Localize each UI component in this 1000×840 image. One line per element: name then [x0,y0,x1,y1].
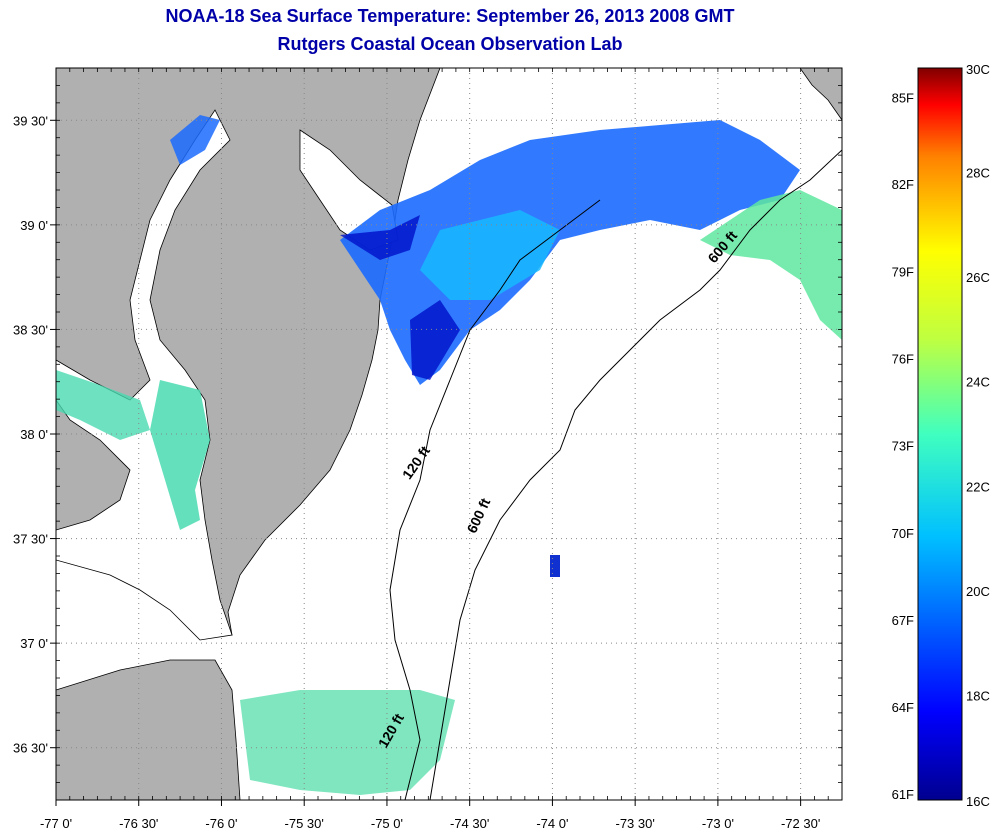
sst-cold-band [340,120,800,385]
sst-deep-blue-patch-2 [410,300,460,380]
colorbar-celsius-label: 26C [966,270,990,285]
colorbar-celsius-label: 16C [966,794,990,809]
colorbar-celsius-label: 18C [966,688,990,703]
map-title: NOAA-18 Sea Surface Temperature: Septemb… [165,6,735,26]
lon-tick-label: -75 0' [371,816,403,831]
colorbar-fahrenheit-label: 61F [892,787,914,802]
lat-tick-label: 37 30' [13,532,48,547]
sst-deep-blue-patch [340,215,420,260]
colorbar-fahrenheit-label: 76F [892,352,914,367]
lat-tick-label: 38 30' [13,322,48,337]
northeast-land [799,68,842,121]
colorbar-fahrenheit-label: 67F [892,613,914,628]
lon-tick-label: -76 30' [119,816,158,831]
lon-tick-label: -74 0' [536,816,568,831]
lon-tick-label: -75 30' [285,816,324,831]
southern-land [56,659,241,800]
lat-tick-label: 38 0' [20,427,48,442]
lat-tick-label: 39 30' [13,113,48,128]
colorbar-fahrenheit-label: 85F [892,90,914,105]
sst-upper-bay [170,115,220,165]
lat-tick-label: 39 0' [20,218,48,233]
lat-tick-label: 37 0' [20,636,48,651]
colorbar-fahrenheit-label: 79F [892,264,914,279]
colorbar-celsius-label: 20C [966,584,990,599]
contour-600ft-north [429,149,842,800]
sst-mid-blue [420,210,560,300]
sst-green-east [700,190,842,340]
lon-tick-label: -72 30' [781,816,820,831]
colorbar-fahrenheit-label: 64F [892,700,914,715]
colorbar [917,67,963,801]
colorbar-celsius-label: 22C [966,479,990,494]
colorbar-labels: 30C 28C 26C 24C 22C 20C 18C 16C 85F 82F 79F 76F 73F 7… [892,62,990,809]
sst-chesapeake [150,380,210,530]
graticule [56,68,842,800]
map-subtitle: Rutgers Coastal Ocean Observation Lab [277,34,623,54]
sst-small-patch [550,555,560,577]
colorbar-fahrenheit-label: 70F [892,526,914,541]
colorbar-celsius-label: 28C [966,166,990,181]
lat-tick-label: 36 30' [13,741,48,756]
sst-potomac [56,370,150,440]
colorbar-fahrenheit-label: 82F [892,177,914,192]
colorbar-celsius-label: 24C [966,375,990,390]
contour-120ft [389,199,601,800]
colorbar-celsius-label: 30C [966,62,990,77]
lon-tick-label: -73 0' [702,816,734,831]
lon-tick-label: -73 30' [615,816,654,831]
map-ticks: -77 0' -76 30' -76 0' -75 30' -75 0' -74 30' -… [13,67,843,831]
lon-tick-label: -76 0' [205,816,237,831]
lon-tick-label: -77 0' [40,816,72,831]
sst-southern-green [240,690,455,795]
lon-tick-label: -74 30' [450,816,489,831]
colorbar-fahrenheit-label: 73F [892,439,914,454]
